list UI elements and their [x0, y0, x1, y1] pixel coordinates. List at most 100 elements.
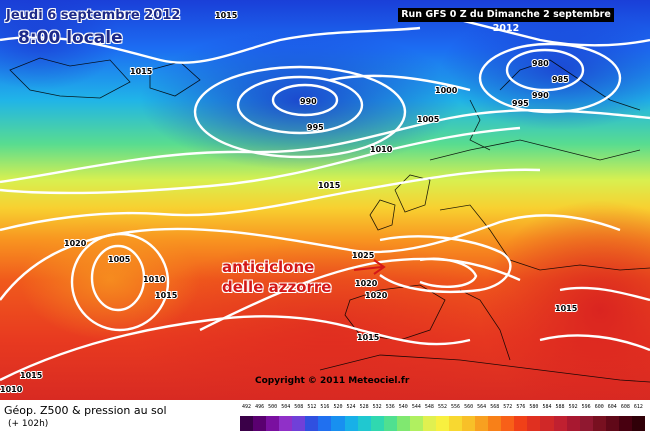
- isobar-label: 995: [512, 99, 529, 108]
- scale-value-label: 580: [529, 404, 539, 410]
- isobar-label: 995: [307, 123, 324, 132]
- scale-value-label: 596: [581, 404, 591, 410]
- isobar-label: 1015: [357, 333, 380, 342]
- scale-value-label: 500: [268, 404, 278, 410]
- scale-value-label: 608: [620, 404, 630, 410]
- scale-value-label: 552: [437, 404, 447, 410]
- copyright-notice: Copyright © 2011 Meteociel.fr: [255, 376, 410, 386]
- isobar-label: 1015: [103, 11, 126, 20]
- scale-value-label: 564: [477, 404, 487, 410]
- isobar-label: 1010: [143, 275, 166, 284]
- scale-value-label: 536: [385, 404, 395, 410]
- scale-value-label: 556: [451, 404, 461, 410]
- scale-swatch: [618, 416, 632, 431]
- scale-value-label: 528: [359, 404, 369, 410]
- scale-swatch: [488, 416, 502, 431]
- forecast-date: Jeudi 6 septembre 2012: [6, 8, 181, 23]
- scale-swatch: [357, 416, 371, 431]
- isobar-label: 1015: [318, 181, 341, 190]
- scale-swatch: [292, 416, 306, 431]
- isobar-label: 1020: [355, 279, 378, 288]
- color-scale: 492 496 500 504 508 512 516 520 524 528 532 536 540 5…: [240, 404, 645, 432]
- scale-swatch: [449, 416, 463, 431]
- isobar-label: 990: [532, 91, 549, 100]
- scale-swatch: [435, 416, 449, 431]
- scale-swatch: [514, 416, 528, 431]
- isobar-label: 1015: [155, 291, 178, 300]
- annotation-line-2: delle azzorre: [222, 278, 332, 296]
- scale-value-label: 572: [503, 404, 513, 410]
- scale-value-label: 592: [568, 404, 578, 410]
- scale-value-label: 576: [516, 404, 526, 410]
- scale-swatch: [422, 416, 436, 431]
- scale-value-label: 560: [464, 404, 474, 410]
- scale-value-label: 548: [424, 404, 434, 410]
- scale-swatch: [344, 416, 358, 431]
- map-canvas: 1015 1015 1015 990 995 1000 1005 980 985…: [0, 0, 650, 400]
- isobar-label: 1020: [64, 239, 87, 248]
- color-scale-labels: 492 496 500 504 508 512 516 520 524 528 532 536 540 5…: [240, 404, 645, 414]
- model-run-label: Run GFS 0 Z du Dimanche 2 septembre 2012: [398, 8, 614, 34]
- scale-swatch: [266, 416, 280, 431]
- arrow-icon: [353, 259, 386, 275]
- forecast-time: 8:00 locale: [18, 28, 123, 48]
- scale-value-label: 508: [294, 404, 304, 410]
- isobar-label: 980: [532, 59, 549, 68]
- scale-value-label: 584: [542, 404, 552, 410]
- scale-swatch: [305, 416, 319, 431]
- scale-swatch: [370, 416, 384, 431]
- scale-swatch: [553, 416, 567, 431]
- scale-swatch: [253, 416, 267, 431]
- scale-value-label: 612: [633, 404, 643, 410]
- annotation-line-1: anticiclone: [222, 258, 315, 276]
- scale-swatch: [579, 416, 593, 431]
- isobar-label: 1025: [352, 251, 375, 260]
- scale-value-label: 600: [594, 404, 604, 410]
- scale-swatch: [462, 416, 476, 431]
- scale-swatch: [240, 416, 254, 431]
- isobar-label: 985: [552, 75, 569, 84]
- isobar-label: 1005: [417, 115, 440, 124]
- scale-value-label: 544: [411, 404, 421, 410]
- scale-value-label: 568: [490, 404, 500, 410]
- scale-value-label: 512: [307, 404, 317, 410]
- scale-value-label: 516: [320, 404, 330, 410]
- scale-value-label: 524: [346, 404, 356, 410]
- isobar-label: 1015: [130, 67, 153, 76]
- scale-value-label: 588: [555, 404, 565, 410]
- scale-swatch: [540, 416, 554, 431]
- scale-value-label: 532: [372, 404, 382, 410]
- scale-swatch: [527, 416, 541, 431]
- scale-value-label: 540: [398, 404, 408, 410]
- scale-swatch: [592, 416, 606, 431]
- scale-value-label: 604: [607, 404, 617, 410]
- isobar-label: 1020: [365, 291, 388, 300]
- isobar-label: 1000: [435, 86, 458, 95]
- isobar-label: 1005: [108, 255, 131, 264]
- scale-value-label: 496: [255, 404, 265, 410]
- scale-swatch: [396, 416, 410, 431]
- scale-value-label: 492: [242, 404, 252, 410]
- scale-swatch: [383, 416, 397, 431]
- color-scale-swatches: [240, 416, 645, 431]
- scale-swatch: [318, 416, 332, 431]
- scale-swatch: [331, 416, 345, 431]
- scale-swatch: [605, 416, 619, 431]
- weather-map: 1015 1015 1015 990 995 1000 1005 980 985…: [0, 0, 650, 400]
- isobar-label: 1010: [370, 145, 393, 154]
- scale-swatch: [631, 416, 645, 431]
- isobar-label: 1010: [0, 385, 23, 394]
- scale-swatch: [279, 416, 293, 431]
- scale-swatch: [501, 416, 515, 431]
- scale-value-label: 504: [281, 404, 291, 410]
- isobar-label: 990: [300, 97, 317, 106]
- scale-swatch: [566, 416, 580, 431]
- isobar-label: 1015: [555, 304, 578, 313]
- legend-subtitle: (+ 102h): [8, 419, 49, 429]
- scale-swatch: [409, 416, 423, 431]
- scale-swatch: [475, 416, 489, 431]
- isobar-label: 1015: [215, 11, 238, 20]
- isobar-label: 1015: [20, 371, 43, 380]
- legend-title: Géop. Z500 & pression au sol: [4, 404, 167, 417]
- scale-value-label: 520: [333, 404, 343, 410]
